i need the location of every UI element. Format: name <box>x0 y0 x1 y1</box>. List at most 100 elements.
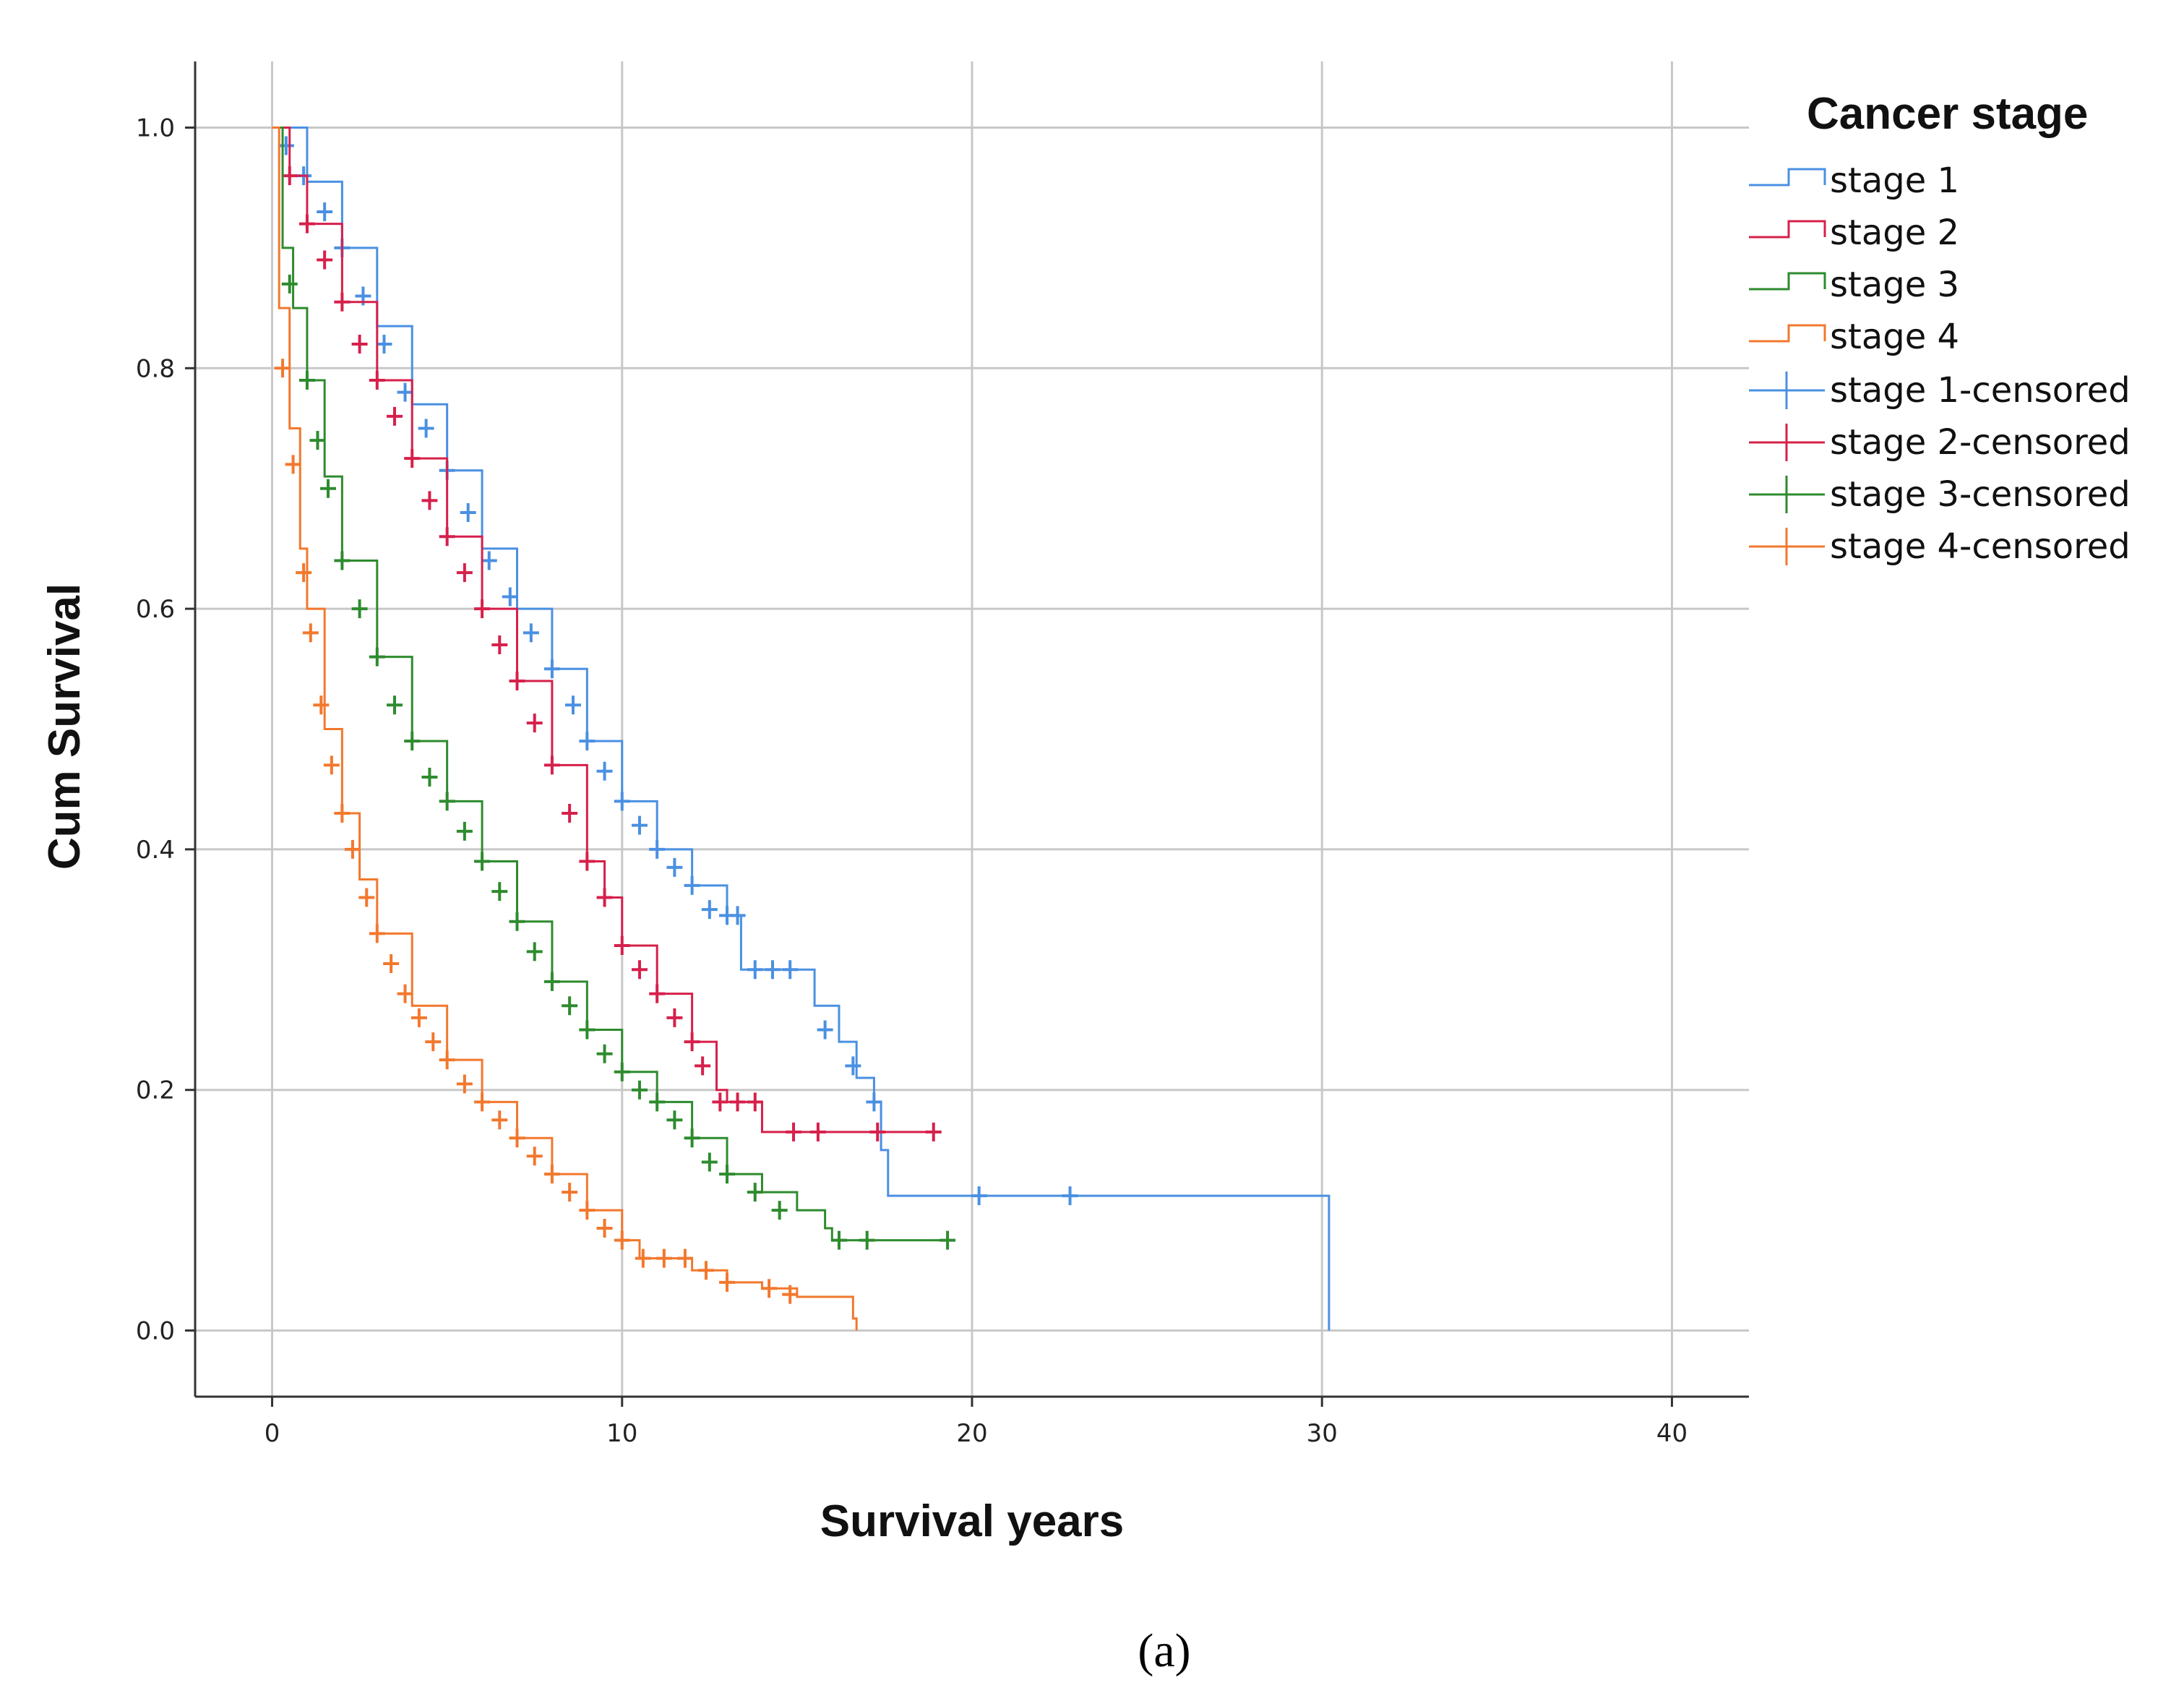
stage-3-censor-mark <box>456 821 473 841</box>
stage-3-censor-mark <box>562 996 578 1016</box>
legend-stage-1-censored-symbol <box>1749 372 1825 409</box>
stage-4-censor-mark <box>456 1074 473 1094</box>
stage-3-censor-mark <box>614 1062 630 1081</box>
stage-2-censor-mark <box>281 166 298 186</box>
stage-2-censor-mark <box>421 491 438 510</box>
stage-4-censor-mark <box>509 1128 525 1148</box>
legend-stage-4-censored-symbol <box>1749 528 1825 565</box>
stage-1-censor-mark <box>1062 1186 1078 1206</box>
stage-1-censor-mark <box>596 761 613 781</box>
legend-title: Cancer stage <box>1807 89 2088 139</box>
legend: stage 1 stage 2 stage 3 stage 4 stage 1-cens… <box>1749 160 2131 567</box>
stage-3-censor-mark <box>439 792 455 811</box>
stage-2-censor-mark <box>684 1032 700 1052</box>
stage-4-censor-mark <box>323 755 340 775</box>
stage-3-censor-mark <box>509 912 525 931</box>
stage-3-censor-mark <box>579 1020 596 1040</box>
y-tick-label: 1.0 <box>136 114 175 143</box>
stage-3-censor-mark <box>491 882 508 901</box>
x-tick-label: 20 <box>956 1419 987 1448</box>
stage-3-censor-mark <box>526 942 543 961</box>
stage-2-censor-mark <box>869 1122 886 1141</box>
stage-2-censor-mark <box>747 1092 763 1112</box>
stage-3-censor-mark <box>309 431 326 450</box>
stage-3-curve <box>272 127 951 1242</box>
stage-1-censor-mark <box>701 900 718 920</box>
stage-1-censor-mark <box>317 202 333 221</box>
stage-3-censor-mark <box>543 972 560 991</box>
y-tick-label: 0.0 <box>136 1316 175 1345</box>
stage-2-curve <box>272 127 934 1134</box>
stage-4-censor-mark <box>782 1285 799 1304</box>
legend-stage-2-censored-symbol <box>1749 424 1825 461</box>
stage-4-censor-mark <box>425 1032 442 1052</box>
stage-4-censor-mark <box>383 954 400 973</box>
stage-3-censor-mark <box>666 1110 683 1130</box>
stage-2-censor-mark <box>712 1092 728 1112</box>
x-tick-label: 30 <box>1307 1419 1338 1448</box>
stage-3-censor-mark <box>940 1230 956 1250</box>
figure-caption: (a) <box>1138 1624 1190 1677</box>
stage-4-censor-mark <box>334 803 351 823</box>
stage-2-censor-mark <box>925 1122 942 1141</box>
stage-2-censor-mark <box>334 292 351 312</box>
stage-2-censor-mark <box>614 936 630 956</box>
stage-1-censor-mark <box>866 1092 882 1112</box>
stage-2-censor-mark <box>579 852 596 871</box>
y-tick-label: 0.8 <box>136 354 175 383</box>
stage-1-censor-mark <box>564 695 581 715</box>
stage-3-censor-mark <box>387 695 403 715</box>
stage-1-censor-mark <box>631 815 648 835</box>
y-tick-label: 0.6 <box>136 595 175 624</box>
stage-4-censor-mark <box>302 623 319 643</box>
stage-4-censor-mark <box>761 1279 778 1298</box>
stage-4-censor-mark <box>596 1219 613 1238</box>
stage-3-censor-mark <box>684 1128 700 1148</box>
stage-3-censor-mark <box>369 647 385 667</box>
stage-1-censor-mark <box>523 623 539 643</box>
stage-2-censor-mark <box>562 803 578 823</box>
stage-2-censor-mark <box>456 563 473 583</box>
stage-1-censor-mark <box>764 960 781 980</box>
x-tick-label: 40 <box>1656 1419 1688 1448</box>
stage-1-curve <box>272 127 1330 1331</box>
stage-2-censor-mark <box>649 984 666 1003</box>
stage-4-curve <box>272 127 858 1331</box>
stage-4-censor-mark <box>579 1201 596 1220</box>
legend-stage-2-label: stage 2 <box>1830 213 1959 253</box>
stage-4-censor-mark <box>543 1165 560 1184</box>
stage-1-censor-mark <box>397 382 413 402</box>
stage-3-censor-mark <box>298 370 315 390</box>
stage-1-censor-mark <box>502 587 518 607</box>
stage-4-censor-mark <box>614 1230 630 1250</box>
stage-3-censor-mark <box>334 551 351 570</box>
stage-2-censor-mark <box>351 335 368 354</box>
y-tick-label: 0.2 <box>136 1076 175 1105</box>
legend-stage-4-censored-label: stage 4-censored <box>1830 526 2131 567</box>
stage-2-censor-mark <box>631 960 648 980</box>
stage-1-censor-mark <box>579 732 596 751</box>
stage-2-censor-mark <box>317 250 333 270</box>
stage-4-censor-mark <box>296 563 312 583</box>
legend-stage-4-symbol <box>1749 324 1826 343</box>
stage-4-censor-mark <box>635 1248 651 1268</box>
legend-stage-3-censored-label: stage 3-censored <box>1830 474 2131 515</box>
stage-3-censor-mark <box>701 1152 718 1172</box>
x-tick-label: 0 <box>265 1419 280 1448</box>
stage-4-censor-mark <box>655 1248 672 1268</box>
stage-3-censor-mark <box>830 1230 847 1250</box>
axes: 0 10 20 30 40 0.0 0.2 0.4 0.6 0.8 1.0 <box>136 61 1749 1448</box>
stage-2-censor-mark <box>439 527 455 547</box>
y-axis-title: Cum Survival <box>40 583 90 870</box>
stage-1-censor-mark <box>817 1020 833 1040</box>
legend-stage-1-censored-label: stage 1-censored <box>1830 370 2131 411</box>
stage-3-censor-mark <box>631 1080 648 1100</box>
stage-3-censor-mark <box>747 1183 763 1202</box>
stage-3-censor-mark <box>596 1044 613 1063</box>
stage-2-censor-mark <box>491 635 508 655</box>
stage-2-censor-mark <box>809 1122 826 1141</box>
stage-4-censor-mark <box>397 984 413 1003</box>
stage-3-censor-mark <box>351 599 368 619</box>
stage-1-censor-mark <box>845 1056 861 1076</box>
